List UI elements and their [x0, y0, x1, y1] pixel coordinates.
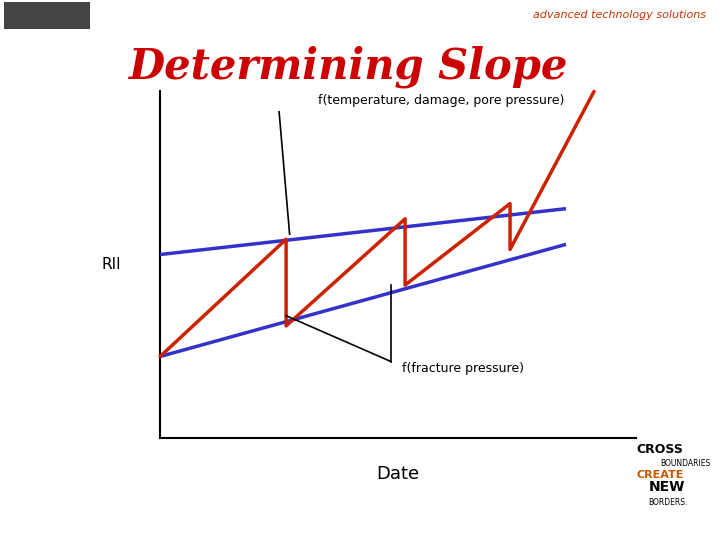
Text: f(temperature, damage, pore pressure): f(temperature, damage, pore pressure) — [318, 94, 564, 107]
Text: advanced technology solutions: advanced technology solutions — [533, 10, 706, 20]
Text: f(fracture pressure): f(fracture pressure) — [402, 362, 523, 375]
Text: NEW: NEW — [649, 480, 685, 494]
Text: RII: RII — [102, 257, 121, 272]
Text: Date: Date — [377, 465, 420, 483]
Text: Determining Slope: Determining Slope — [130, 45, 569, 88]
Text: BOUNDARIES: BOUNDARIES — [660, 458, 711, 468]
Text: CROSS: CROSS — [636, 443, 683, 456]
Text: CREATE: CREATE — [636, 470, 683, 480]
Bar — [4, 2, 90, 29]
Text: BORDERS.: BORDERS. — [649, 498, 688, 507]
